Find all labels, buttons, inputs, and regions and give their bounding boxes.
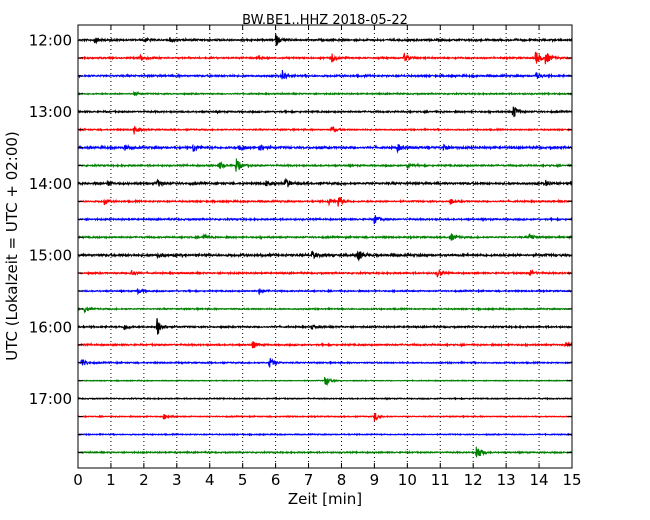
x-tick-label: 11 <box>431 471 450 489</box>
trace-line-1315 <box>77 125 573 135</box>
y-tick-label: 12:00 <box>29 32 72 50</box>
axis-ticks <box>77 25 573 468</box>
trace-line-1530 <box>77 287 573 296</box>
y-tick-label: 13:00 <box>29 103 72 121</box>
x-tick-label: 1 <box>106 471 116 489</box>
trace-line-1445 <box>77 233 573 241</box>
trace-line-1500 <box>77 250 573 262</box>
trace-line-1515 <box>77 268 573 278</box>
y-tick-label: 14:00 <box>29 175 72 193</box>
chart-title: BW.BE1..HHZ 2018-05-22 <box>242 13 408 28</box>
trace-line-1645 <box>77 377 573 387</box>
trace-line-1300 <box>77 106 573 118</box>
x-tick-label: 9 <box>370 471 380 489</box>
x-tick-label: 0 <box>73 471 83 489</box>
x-tick-label: 2 <box>139 471 149 489</box>
trace-line-1330 <box>77 143 573 154</box>
trace-line-1400 <box>77 177 573 188</box>
x-tick-label: 13 <box>497 471 516 489</box>
x-tick-labels: 0 1 2 3 4 5 6 7 8 9 10 11 12 13 14 15 <box>73 471 581 489</box>
x-tick-label: 3 <box>172 471 182 489</box>
trace-line-1600 <box>77 318 573 335</box>
y-tick-labels: 12:00 13:00 14:00 15:00 16:00 17:00 <box>29 32 72 409</box>
trace-line-1245 <box>77 90 573 97</box>
x-tick-label: 14 <box>530 471 549 489</box>
y-tick-label: 15:00 <box>29 247 72 265</box>
trace-line-1345 <box>77 158 573 172</box>
trace-line-1430 <box>77 215 573 225</box>
trace-line-1415 <box>77 197 573 207</box>
trace-line-1715 <box>77 413 573 422</box>
trace-line-1215 <box>77 51 573 65</box>
trace-line-1200 <box>77 34 573 46</box>
x-tick-label: 7 <box>304 471 314 489</box>
trace-line-1615 <box>77 341 573 349</box>
x-axis-label: Zeit [min] <box>288 490 362 508</box>
y-tick-label: 16:00 <box>29 318 72 336</box>
y-tick-label: 17:00 <box>29 390 72 408</box>
x-tick-label: 15 <box>562 471 581 489</box>
trace-line-1630 <box>77 358 573 368</box>
x-tick-label: 5 <box>238 471 248 489</box>
trace-line-1700 <box>77 396 573 401</box>
x-tick-label: 6 <box>271 471 281 489</box>
trace-line-1545 <box>77 306 573 314</box>
y-axis-label: UTC (Lokalzeit = UTC + 02:00) <box>3 131 21 361</box>
trace-line-1230 <box>77 70 573 80</box>
trace-line-1730 <box>77 432 573 437</box>
x-tick-label: 10 <box>398 471 417 489</box>
plot-frame <box>77 24 573 469</box>
x-tick-label: 12 <box>464 471 483 489</box>
x-tick-label: 8 <box>337 471 347 489</box>
trace-line-1745 <box>77 446 573 458</box>
trace-lines <box>77 34 573 458</box>
grid <box>110 25 540 468</box>
x-tick-label: 4 <box>205 471 215 489</box>
